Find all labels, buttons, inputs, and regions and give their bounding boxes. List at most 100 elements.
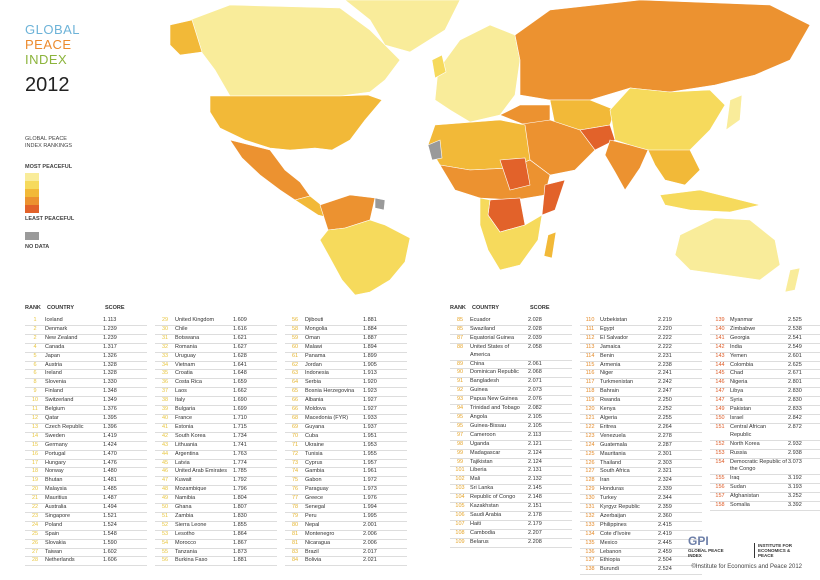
score: 2.207 [528, 529, 542, 536]
country: Somalia [730, 502, 750, 509]
rank: 54 [161, 539, 169, 546]
ranking-row: 155 Iraq 3.192 [710, 475, 820, 485]
country: Jordan [305, 361, 322, 368]
ranking-row: 16 Portugal 1.470 [25, 451, 147, 460]
score: 1.792 [233, 477, 247, 484]
score: 2.071 [528, 378, 542, 385]
score: 2.287 [658, 441, 672, 448]
country: Angola [470, 413, 488, 420]
score: 1.616 [233, 325, 247, 332]
ranking-row: 55 Tanzania 1.873 [155, 549, 277, 558]
score: 2.445 [658, 539, 672, 546]
ranking-row: 39 Bulgaria 1.699 [155, 406, 277, 415]
score: 2.344 [658, 495, 672, 502]
score: 2.124 [528, 449, 542, 456]
ranking-row: 94 Trinidad and Tobago 2.082 [450, 405, 572, 414]
score: 2.242 [658, 379, 672, 386]
rank: 74 [291, 468, 299, 475]
rank: 43 [161, 441, 169, 448]
canada [189, 4, 401, 97]
ranking-row: 65 Bosnia Herzegovina 1.923 [285, 388, 407, 398]
score: 2.179 [528, 520, 542, 527]
ranking-row: 144 Colombia 2.625 [710, 362, 820, 371]
rank: 38 [161, 397, 169, 404]
score: 1.994 [363, 504, 377, 511]
rank: 55 [161, 548, 169, 555]
score: 2.121 [528, 440, 542, 447]
rank: 157 [715, 493, 725, 500]
country: Qatar [45, 414, 59, 421]
rank: 83 [291, 548, 299, 555]
rank: 158 [715, 502, 725, 509]
ranking-row: 37 Laos 1.662 [155, 388, 277, 398]
rank: 89 [456, 360, 464, 367]
country: Ukraine [305, 441, 324, 448]
ranking-row: 24 Poland 1.524 [25, 522, 147, 531]
score: 2.601 [788, 352, 802, 359]
rank: 124 [585, 441, 595, 448]
ranking-row: 145 Chad 2.671 [710, 370, 820, 380]
score: 1.763 [233, 450, 247, 457]
country: Jamaica [600, 343, 621, 350]
ranking-row: 75 Gabon 1.972 [285, 477, 407, 487]
score: 2.208 [528, 538, 542, 545]
ranking-row: 95 Angola 2.105 [450, 414, 572, 423]
ranking-row: 83 Brazil 2.017 [285, 549, 407, 558]
country: Romania [175, 343, 198, 350]
country: Iraq [730, 475, 740, 482]
country: Uruguay [175, 352, 196, 359]
country: Cyprus [305, 459, 323, 466]
rank: 112 [585, 334, 595, 341]
rank: 85 [456, 325, 464, 332]
ranking-row: 125 Mauritania 2.301 [580, 451, 702, 460]
legend-swatch [25, 173, 39, 181]
ranking-row: 141 Georgia 2.541 [710, 335, 820, 344]
rank: 101 [455, 467, 465, 474]
country: South Africa [600, 468, 630, 475]
country: Ireland [45, 370, 62, 377]
country: Zimbabwe [730, 325, 756, 332]
column-header: COUNTRY [47, 305, 74, 311]
ranking-row: 31 Botswana 1.621 [155, 335, 277, 344]
rank: 114 [585, 352, 595, 359]
ranking-row: 92 Guinea 2.073 [450, 387, 572, 397]
rank: 151 [715, 423, 725, 430]
country: Taiwan [45, 548, 63, 555]
ranking-row: 29 United Kingdom 1.609 [155, 317, 277, 326]
score: 1.957 [363, 459, 377, 466]
rank: 63 [291, 370, 299, 377]
rank: 25 [31, 530, 39, 537]
rank: 20 [31, 486, 39, 493]
rank: 8 [33, 379, 37, 386]
country: Switzerland [45, 397, 74, 404]
rank: 78 [291, 504, 299, 511]
footer: ©Institute for Economics and Peace 2012 [691, 564, 802, 570]
rank: 120 [585, 406, 595, 413]
ranking-row: 108 Cambodia 2.207 [450, 530, 572, 539]
rank: 92 [456, 387, 464, 394]
country: Finland [45, 388, 64, 395]
country: Burkina Faso [175, 557, 208, 564]
rank: 123 [585, 432, 595, 439]
ranking-row: 34 Vietnam 1.641 [155, 362, 277, 371]
score: 1.899 [363, 352, 377, 359]
score: 1.628 [233, 352, 247, 359]
rank: 19 [31, 477, 39, 484]
country: Niger [600, 370, 614, 377]
rank: 113 [585, 343, 595, 350]
score: 2.842 [788, 414, 802, 421]
score: 1.920 [363, 379, 377, 386]
usa [209, 94, 383, 151]
rank: 79 [291, 512, 299, 519]
ranking-column: 110 Uzbekistan 2.219 111 Egypt 2.220 112 El Sal… [580, 317, 702, 576]
country: Gabon [305, 477, 322, 484]
ranking-row: 91 Bangladesh 2.071 [450, 378, 572, 388]
score: 2.264 [658, 423, 672, 430]
ranking-row: 2 New Zealand 1.239 [25, 335, 147, 344]
rank: 80 [291, 521, 299, 528]
ranking-row: 70 Cuba 1.951 [285, 433, 407, 442]
rank: 141 [715, 334, 725, 341]
rank: 94 [456, 405, 464, 412]
country: Bosnia Herzegovina [305, 388, 355, 395]
